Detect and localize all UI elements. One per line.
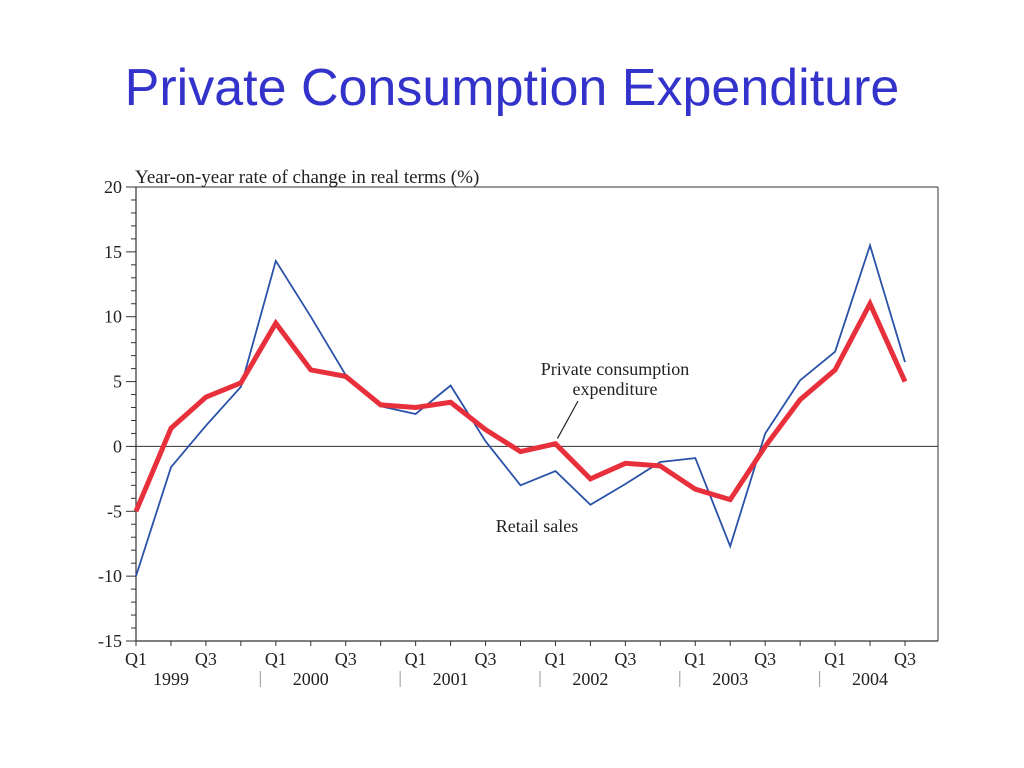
x-quarter-label: Q1	[824, 649, 846, 669]
annotation-retail-sales: Retail sales	[496, 516, 578, 536]
y-tick-label: -15	[98, 631, 122, 651]
x-quarter-label: Q3	[335, 649, 357, 669]
y-tick-label: 5	[113, 372, 122, 392]
series-lines	[133, 242, 908, 577]
y-tick-label: 0	[113, 436, 122, 456]
x-year-label: 2001	[433, 669, 469, 689]
x-quarter-label: Q3	[754, 649, 776, 669]
x-year-label: 2004	[852, 669, 888, 689]
series-retail-sales-line	[135, 242, 906, 577]
slide-title: Private Consumption Expenditure	[124, 59, 900, 117]
annotation-private-consumption: Private consumption	[541, 359, 689, 379]
x-quarter-label: Q1	[684, 649, 706, 669]
x-quarter-label: Q1	[265, 649, 287, 669]
y-tick-label: 10	[104, 307, 122, 327]
x-quarter-label: Q3	[195, 649, 217, 669]
y-tick-label: -5	[107, 501, 122, 521]
annotation-private-consumption: expenditure	[573, 379, 658, 399]
x-year-label: 2000	[293, 669, 329, 689]
x-year-label: 2003	[712, 669, 748, 689]
annotation-pointer	[556, 400, 579, 439]
y-tick-label: 15	[104, 242, 122, 262]
x-quarter-label: Q1	[405, 649, 427, 669]
chart-subtitle: Year-on-year rate of change in real term…	[135, 167, 479, 188]
x-year-label: 1999	[153, 669, 189, 689]
x-year-label: 2002	[572, 669, 608, 689]
x-quarter-label: Q3	[614, 649, 636, 669]
series-private-consumption-line	[133, 297, 908, 513]
y-tick-label: -10	[98, 566, 122, 586]
x-quarter-label: Q1	[544, 649, 566, 669]
x-quarter-label: Q3	[894, 649, 916, 669]
y-tick-label: 20	[104, 177, 122, 197]
x-quarter-label: Q1	[125, 649, 147, 669]
x-quarter-label: Q3	[475, 649, 497, 669]
